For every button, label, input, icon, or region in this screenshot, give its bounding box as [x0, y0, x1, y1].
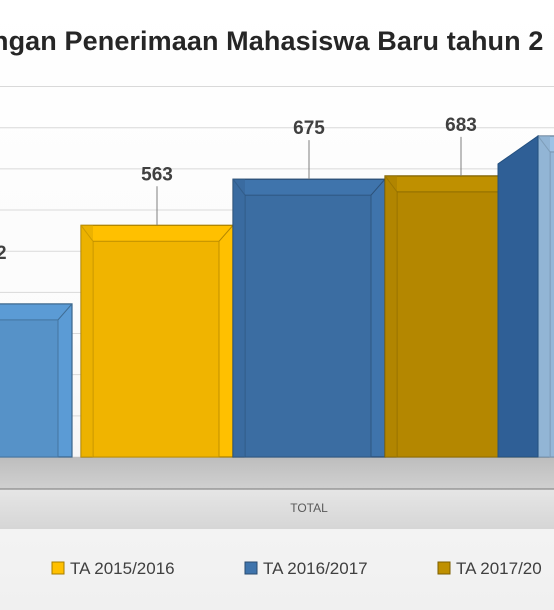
bar-side	[233, 179, 245, 458]
legend-swatch	[244, 561, 258, 575]
bar-1	[0, 303, 73, 458]
bar-bevel	[370, 178, 386, 196]
bar-5	[537, 135, 554, 458]
data-label: 675	[293, 118, 325, 139]
bar-inner	[0, 319, 59, 458]
category-label: TOTAL	[290, 501, 328, 515]
bar-bevel	[57, 303, 73, 321]
bar-inner	[244, 194, 372, 458]
bar-side	[385, 175, 397, 457]
legend: TA 2015/2016 TA 2016/2017 TA 2017/20	[51, 559, 542, 578]
legend-item: TA 2015/2016	[51, 559, 175, 578]
chart-title: ngan Penerimaan Mahasiswa Baru tahun 2	[0, 26, 544, 56]
bar-bevel	[218, 224, 234, 242]
chart-floor	[0, 457, 554, 529]
bar-2	[80, 224, 234, 458]
legend-label: TA 2016/2017	[263, 559, 368, 578]
data-label: 72	[0, 243, 7, 264]
legend-label: TA 2017/20	[456, 559, 542, 578]
data-label: 683	[445, 115, 477, 136]
legend-swatch	[437, 561, 451, 575]
floor-front	[0, 489, 554, 529]
legend-item: TA 2016/2017	[244, 559, 368, 578]
bar-inner	[92, 240, 220, 458]
data-label: 563	[141, 164, 173, 185]
legend-label: TA 2015/2016	[70, 559, 175, 578]
floor-top	[0, 457, 554, 489]
bar-inner	[549, 151, 554, 458]
bar-3	[232, 178, 386, 458]
legend-item: TA 2017/20	[437, 559, 542, 578]
bar-side	[538, 135, 550, 457]
bars	[0, 134, 554, 458]
bar-side	[81, 225, 93, 457]
data-labels: 72 563 675 683	[0, 115, 477, 264]
bar-side-face	[497, 134, 539, 458]
legend-swatch	[51, 561, 65, 575]
